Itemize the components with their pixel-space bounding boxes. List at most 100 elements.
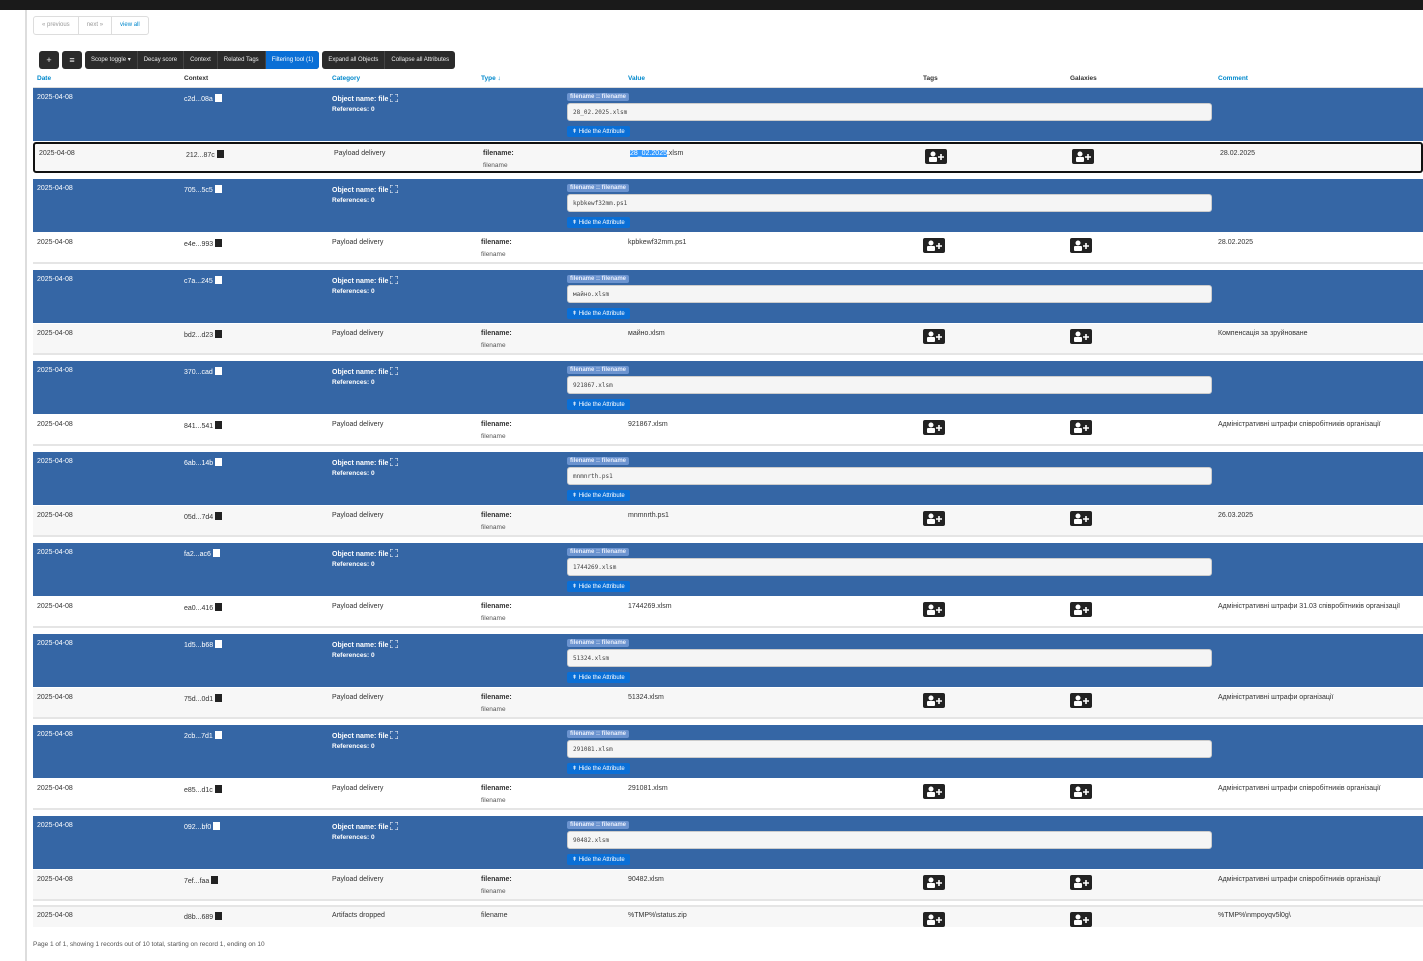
add-galaxy-button[interactable] — [1070, 511, 1092, 526]
copy-icon[interactable] — [215, 640, 223, 648]
expand-all-objects-button[interactable]: Expand all Objects — [322, 51, 386, 69]
add-galaxy-button[interactable] — [1070, 875, 1092, 890]
object-row[interactable]: 2025-04-08 c7a...245 Object name: file R… — [33, 270, 1423, 323]
hide-attribute-button[interactable]: ⇞ Hide the Attribute — [567, 490, 630, 501]
hide-attribute-button[interactable]: ⇞ Hide the Attribute — [567, 126, 630, 137]
expand-icon[interactable] — [390, 276, 399, 284]
add-tag-button[interactable] — [923, 693, 945, 708]
value-cell[interactable]: 1744269.xlsm — [628, 603, 672, 610]
decay-score-button[interactable]: Decay score — [138, 51, 185, 69]
expand-icon[interactable] — [390, 94, 399, 102]
object-row[interactable]: 2025-04-08 1d5...b68 Object name: file R… — [33, 634, 1423, 687]
attribute-row[interactable]: 2025-04-08 05d...7d4 Payload delivery fi… — [33, 506, 1423, 537]
add-galaxy-button[interactable] — [1070, 329, 1092, 344]
hide-attribute-button[interactable]: ⇞ Hide the Attribute — [567, 763, 630, 774]
attribute-row[interactable]: 2025-04-08 7ef...faa Payload delivery fi… — [33, 870, 1423, 901]
object-row[interactable]: 2025-04-08 6ab...14b Object name: file R… — [33, 452, 1423, 505]
table-row[interactable]: 2025-04-08 d8b...689 Artifacts dropped f… — [33, 905, 1423, 927]
object-value-field[interactable]: 51324.xlsm — [567, 649, 1212, 667]
filtering-tool-button[interactable]: Filtering tool (1) — [265, 51, 320, 69]
object-value-field[interactable]: 1744269.xlsm — [567, 558, 1212, 576]
add-tag-button[interactable] — [923, 511, 945, 526]
add-galaxy-button[interactable] — [1070, 693, 1092, 708]
copy-icon[interactable] — [214, 276, 223, 284]
copy-icon[interactable] — [214, 367, 223, 375]
object-row[interactable]: 2025-04-08 fa2...ac6 Object name: file R… — [33, 543, 1423, 596]
add-galaxy-button[interactable] — [1070, 784, 1092, 799]
add-tag-button[interactable] — [923, 329, 945, 344]
add-galaxy-button[interactable] — [1070, 420, 1092, 435]
copy-icon[interactable] — [213, 822, 221, 830]
add-galaxy-button[interactable] — [1070, 238, 1092, 253]
add-tag-button[interactable] — [923, 238, 945, 253]
copy-icon[interactable] — [216, 150, 225, 158]
expand-icon[interactable] — [390, 549, 399, 557]
copy-icon[interactable] — [215, 458, 223, 466]
add-attribute-button[interactable]: + — [46, 55, 52, 65]
view-all-link[interactable]: view all — [120, 22, 140, 28]
collapse-all-attributes-button[interactable]: Collapse all Attributes — [391, 57, 450, 63]
object-row[interactable]: 2025-04-08 2cb...7d1 Object name: file R… — [33, 725, 1423, 778]
add-tag-button[interactable] — [923, 912, 945, 927]
related-tags-button[interactable]: Related Tags — [218, 51, 266, 69]
object-value-field[interactable]: майно.xlsm — [567, 285, 1212, 303]
hide-attribute-button[interactable]: ⇞ Hide the Attribute — [567, 672, 630, 683]
hide-attribute-button[interactable]: ⇞ Hide the Attribute — [567, 581, 630, 592]
add-tag-button[interactable] — [923, 420, 945, 435]
context-button[interactable]: Context — [184, 51, 218, 69]
list-options-button[interactable]: ≡ — [69, 55, 75, 65]
object-value-field[interactable]: kpbkewf32mm.ps1 — [567, 194, 1212, 212]
scope-toggle-button[interactable]: Scope toggle ▾ — [85, 51, 138, 69]
value-cell[interactable]: 921867.xlsm — [628, 421, 668, 428]
expand-icon[interactable] — [390, 458, 399, 466]
add-tag-button[interactable] — [923, 784, 945, 799]
copy-icon[interactable] — [214, 94, 223, 102]
value-cell[interactable]: майно.xlsm — [628, 330, 665, 337]
hide-attribute-button[interactable]: ⇞ Hide the Attribute — [567, 217, 630, 228]
attribute-row[interactable]: 2025-04-08 bd2...d23 Payload delivery fi… — [33, 324, 1423, 355]
object-value-field[interactable]: 90482.xlsm — [567, 831, 1212, 849]
expand-icon[interactable] — [390, 640, 399, 648]
copy-icon[interactable] — [215, 239, 223, 247]
object-row[interactable]: 2025-04-08 092...bf0 Object name: file R… — [33, 816, 1423, 869]
object-value-field[interactable]: mnmnrth.ps1 — [567, 467, 1212, 485]
object-row[interactable]: 2025-04-08 370...cad Object name: file R… — [33, 361, 1423, 414]
object-value-field[interactable]: 28_02.2025.xlsm — [567, 103, 1212, 121]
add-tag-button[interactable] — [923, 875, 945, 890]
hide-attribute-button[interactable]: ⇞ Hide the Attribute — [567, 399, 630, 410]
next-page-link[interactable]: next » — [79, 17, 113, 34]
attribute-row[interactable]: 2025-04-08 212...87c Payload delivery fi… — [33, 142, 1423, 173]
copy-icon[interactable] — [215, 603, 223, 611]
copy-icon[interactable] — [214, 785, 223, 793]
copy-icon[interactable] — [211, 876, 219, 884]
value-cell[interactable]: 28_02.2025.xlsm — [630, 150, 683, 157]
copy-icon[interactable] — [215, 694, 223, 702]
attribute-row[interactable]: 2025-04-08 75d...0d1 Payload delivery fi… — [33, 688, 1423, 719]
value-cell[interactable]: 51324.xlsm — [628, 694, 664, 701]
attribute-row[interactable]: 2025-04-08 ea0...416 Payload delivery fi… — [33, 597, 1423, 628]
column-date[interactable]: Date — [37, 75, 52, 82]
copy-icon[interactable] — [214, 185, 223, 193]
expand-icon[interactable] — [390, 822, 399, 830]
value-cell[interactable]: mnmnrth.ps1 — [628, 512, 669, 519]
column-type[interactable]: Type ↓ — [481, 75, 501, 82]
column-value[interactable]: Value — [628, 75, 645, 82]
object-value-field[interactable]: 921867.xlsm — [567, 376, 1212, 394]
copy-icon[interactable] — [215, 330, 223, 338]
add-tag-button[interactable] — [925, 149, 947, 164]
previous-page-link[interactable]: « previous — [34, 17, 79, 34]
expand-icon[interactable] — [390, 185, 399, 193]
add-galaxy-button[interactable] — [1072, 149, 1094, 164]
attribute-row[interactable]: 2025-04-08 e4e...993 Payload delivery fi… — [33, 233, 1423, 264]
add-galaxy-button[interactable] — [1070, 602, 1092, 617]
object-value-field[interactable]: 291081.xlsm — [567, 740, 1212, 758]
attribute-row[interactable]: 2025-04-08 e85...d1c Payload delivery fi… — [33, 779, 1423, 810]
value-cell[interactable]: 90482.xlsm — [628, 876, 664, 883]
column-comment[interactable]: Comment — [1218, 75, 1248, 82]
copy-icon[interactable] — [215, 512, 223, 520]
copy-icon[interactable] — [215, 912, 223, 920]
attribute-row[interactable]: 2025-04-08 841...541 Payload delivery fi… — [33, 415, 1423, 446]
column-category[interactable]: Category — [332, 75, 361, 82]
copy-icon[interactable] — [214, 731, 223, 739]
add-galaxy-button[interactable] — [1070, 912, 1092, 927]
